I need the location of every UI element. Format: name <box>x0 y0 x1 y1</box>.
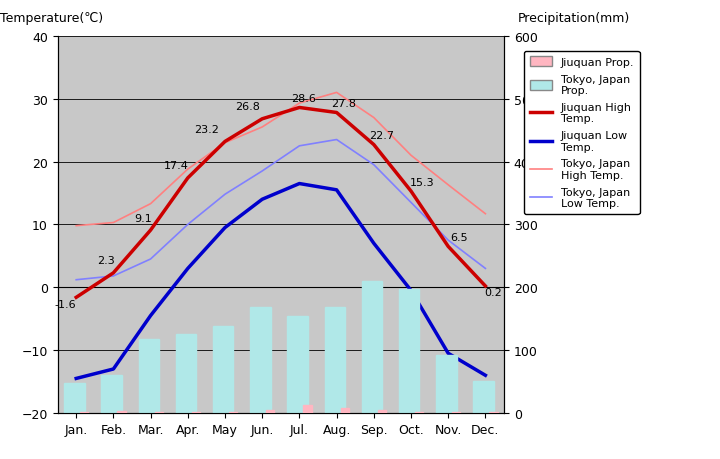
Bar <box>361 281 382 413</box>
Bar <box>325 308 345 413</box>
Text: 2.3: 2.3 <box>97 256 114 266</box>
Bar <box>473 381 494 413</box>
Bar <box>399 289 419 413</box>
Bar <box>155 412 163 413</box>
Text: 27.8: 27.8 <box>331 99 356 109</box>
Bar <box>213 326 233 413</box>
Bar <box>287 317 307 413</box>
Text: 22.7: 22.7 <box>369 131 394 141</box>
Bar <box>415 412 423 413</box>
Text: Temperature(℃): Temperature(℃) <box>0 12 103 25</box>
Bar <box>378 411 386 413</box>
Text: 26.8: 26.8 <box>235 102 260 112</box>
Bar <box>266 410 274 413</box>
Bar <box>81 412 89 413</box>
Bar <box>250 308 271 413</box>
Bar <box>117 412 126 413</box>
Text: 0.2: 0.2 <box>484 288 502 298</box>
Text: Precipitation(mm): Precipitation(mm) <box>518 12 630 25</box>
Bar <box>304 406 312 413</box>
Bar <box>64 383 84 413</box>
Text: 9.1: 9.1 <box>135 213 152 223</box>
Bar <box>192 412 200 413</box>
Bar <box>490 412 498 413</box>
Bar <box>436 355 456 413</box>
Legend: Jiuquan Prop., Tokyo, Japan
Prop., Jiuquan High
Temp., Jiuquan Low
Temp., Tokyo,: Jiuquan Prop., Tokyo, Japan Prop., Jiuqu… <box>524 51 639 214</box>
Bar <box>229 412 238 413</box>
Text: 23.2: 23.2 <box>194 125 219 134</box>
Bar <box>176 335 196 413</box>
Text: 15.3: 15.3 <box>410 178 434 187</box>
Text: -1.6: -1.6 <box>54 299 76 309</box>
Bar <box>341 408 349 413</box>
Text: 28.6: 28.6 <box>291 94 315 104</box>
Text: 6.5: 6.5 <box>451 233 468 243</box>
Bar <box>138 340 159 413</box>
Text: 17.4: 17.4 <box>164 161 189 171</box>
Bar <box>102 375 122 413</box>
